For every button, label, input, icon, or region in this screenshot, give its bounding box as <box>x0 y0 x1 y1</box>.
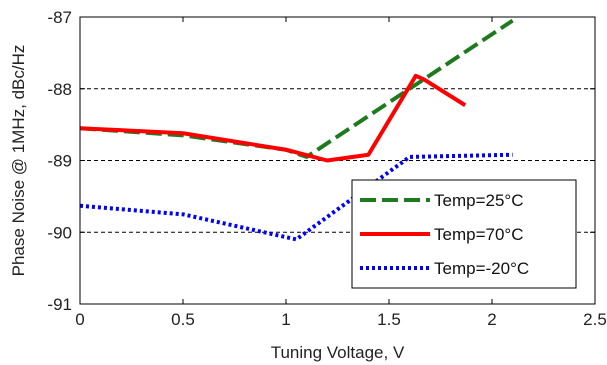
y-tick-label: -87 <box>47 8 72 27</box>
legend: Temp=25°C Temp=70°C Temp=-20°C <box>351 179 577 289</box>
series-lines <box>79 18 514 242</box>
x-tick-labels: 0 0.5 1 1.5 2 2.5 <box>75 310 607 329</box>
x-tick-label: 1.5 <box>377 310 401 329</box>
legend-label: Temp=-20°C <box>434 259 529 278</box>
x-tick-label: 2.5 <box>583 310 607 329</box>
axis-ticks <box>79 16 596 305</box>
x-axis-label: Tuning Voltage, V <box>271 343 405 362</box>
x-tick-label: 1 <box>281 310 290 329</box>
plot-area <box>79 16 596 305</box>
legend-label: Temp=25°C <box>434 191 523 210</box>
x-tick-label: 0.5 <box>171 310 195 329</box>
y-tick-label: -90 <box>47 223 72 242</box>
x-tick-label: 2 <box>487 310 496 329</box>
y-tick-label: -91 <box>47 295 72 314</box>
legend-label: Temp=70°C <box>434 225 523 244</box>
series-line <box>79 73 467 163</box>
y-tick-labels: -91 -90 -89 -88 -87 <box>47 8 72 314</box>
y-axis-label: Phase Noise @ 1MHz, dBc/Hz <box>9 45 28 277</box>
series-line <box>79 152 513 242</box>
x-tick-label: 0 <box>75 310 84 329</box>
y-tick-label: -89 <box>47 152 72 171</box>
y-tick-label: -88 <box>47 80 72 99</box>
